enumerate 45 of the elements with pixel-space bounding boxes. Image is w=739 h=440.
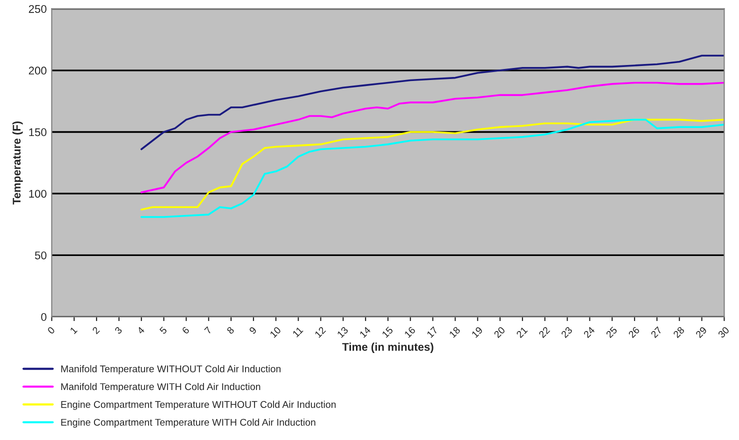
x-tick-label: 7 <box>204 326 212 334</box>
x-tick-label: 24 <box>583 326 596 338</box>
x-tick-label: 17 <box>426 326 438 338</box>
x-tick-label: 5 <box>159 326 168 334</box>
x-tick-label: 16 <box>404 326 416 338</box>
x-tick-label: 2 <box>92 326 100 334</box>
x-tick-label: 4 <box>136 326 145 334</box>
x-tick-label: 13 <box>336 326 349 338</box>
y-tick-label: 100 <box>29 190 46 198</box>
y-tick-label: 150 <box>29 128 46 136</box>
y-axis-title: Temperature (F) <box>12 121 23 205</box>
x-tick-label: 1 <box>70 326 78 334</box>
legend-label: Manifold Temperature WITHOUT Cold Air Induction <box>61 365 280 374</box>
x-tick-label: 6 <box>182 326 190 334</box>
x-tick-label: 28 <box>672 326 685 338</box>
x-tick-label: 10 <box>270 326 282 338</box>
legend-label: Engine Compartment Temperature WITHOUT Cold Air Induction <box>61 400 336 410</box>
x-tick-label: 12 <box>314 326 326 338</box>
x-tick-label: 15 <box>382 326 394 338</box>
x-tick-label: 19 <box>471 326 483 338</box>
y-tick-label: 0 <box>41 313 46 321</box>
x-tick-label: 21 <box>516 326 528 338</box>
x-tick-label: 0 <box>47 326 56 334</box>
x-tick-label: 29 <box>695 326 708 338</box>
x-tick-label: 20 <box>494 326 506 338</box>
x-tick-label: 30 <box>718 326 730 338</box>
x-tick-label: 14 <box>359 326 371 338</box>
y-tick-label: 50 <box>34 251 46 260</box>
legend-label: Manifold Temperature WITH Cold Air Induction <box>61 382 260 392</box>
x-tick-label: 8 <box>226 326 235 334</box>
x-tick-label: 27 <box>650 326 662 338</box>
x-tick-label: 3 <box>114 326 122 334</box>
x-tick-label: 9 <box>248 326 257 334</box>
legend-label: Engine Compartment Temperature WITH Cold Air Induction <box>61 418 316 428</box>
y-tick-label: 250 <box>28 5 46 13</box>
x-tick-label: 25 <box>606 326 618 338</box>
y-tick-label: 200 <box>28 66 46 75</box>
line-series <box>140 82 724 194</box>
x-tick-label: 18 <box>448 326 461 338</box>
x-axis-title: Time (in minutes) <box>342 342 434 354</box>
line-series <box>140 54 724 150</box>
x-tick-label: 22 <box>538 326 550 338</box>
x-tick-label: 26 <box>628 326 640 338</box>
x-tick-label: 23 <box>560 326 573 338</box>
x-tick-label: 11 <box>292 326 304 338</box>
